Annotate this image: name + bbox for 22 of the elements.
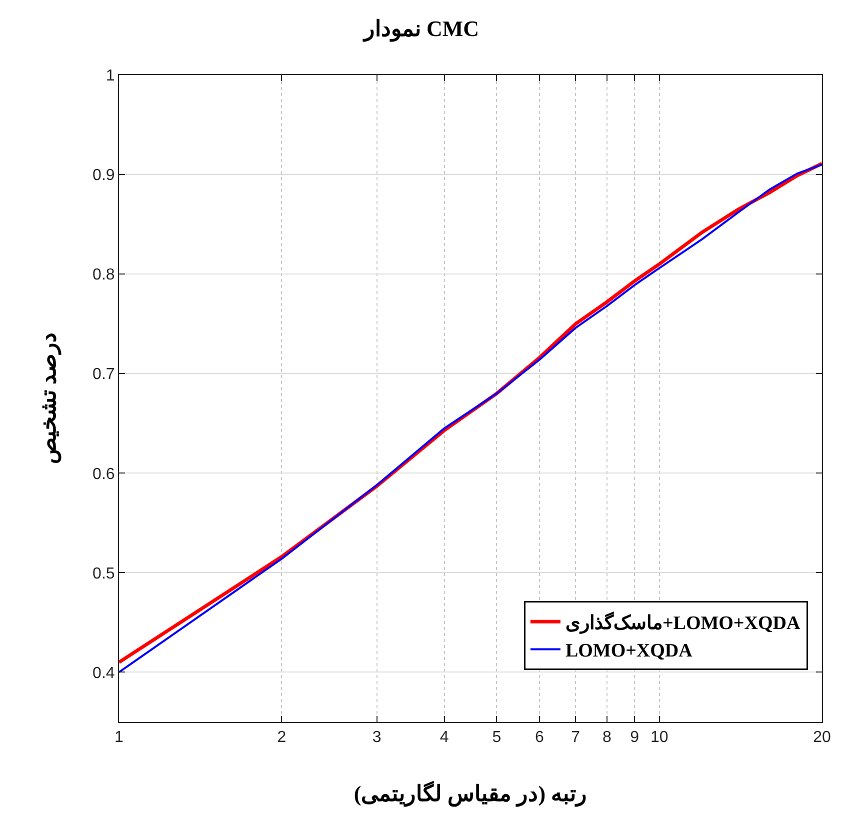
legend-label: ماسک‌گذاری+LOMO+XQDA (565, 611, 800, 634)
y-axis-title: درصد تشخیص (35, 332, 62, 464)
x-tick-label: 7 (571, 729, 580, 746)
y-tick-label: 1 (106, 68, 115, 85)
x-tick-label: 10 (650, 729, 668, 746)
y-tick-label: 0.4 (92, 664, 115, 682)
x-tick-label: 2 (277, 729, 286, 746)
y-tick-label: 0.5 (92, 565, 115, 582)
x-tick-label: 8 (602, 729, 612, 746)
y-tick-label: 0.8 (92, 266, 115, 284)
y-tick-label: 0.7 (92, 366, 115, 384)
y-tick-label: 0.6 (92, 466, 115, 483)
x-axis-title: رتبه (در مقیاس لگاریتمی) (354, 780, 588, 808)
x-tick-label: 20 (813, 729, 831, 746)
chart-title: نمودار CMC (362, 16, 480, 42)
x-tick-label: 9 (630, 729, 640, 746)
legend-label: LOMO+XQDA (565, 640, 693, 662)
x-tick-label: 3 (372, 729, 382, 746)
y-tick-label: 0.9 (92, 167, 115, 184)
x-tick-label: 4 (440, 729, 449, 746)
x-tick-label: 6 (535, 729, 544, 746)
x-tick-label: 5 (492, 729, 502, 746)
